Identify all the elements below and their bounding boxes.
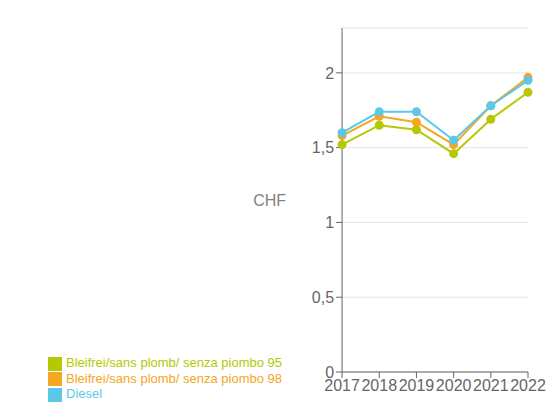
html-text:Bleifrei/sans plomb/ senza pio: Bleifrei/sans plomb/ senza piombo 95: [66, 355, 283, 371]
svg-text:2: 2: [325, 65, 334, 82]
svg-text:2020: 2020: [436, 377, 472, 394]
svg-text:2017: 2017: [324, 377, 360, 395]
svg-text:2022: 2022: [510, 377, 546, 394]
svg-text:1,5: 1,5: [312, 139, 334, 156]
svg-text:1: 1: [325, 214, 334, 231]
html-text:Bleifrei/sans plomb/ senza pio: Bleifrei/sans plomb/ senza piombo 98: [66, 370, 283, 386]
svg-text:0: 0: [325, 364, 334, 381]
html-text:Diesel: Diesel: [66, 386, 103, 402]
svg-text:2019: 2019: [399, 377, 435, 394]
svg-text:2018: 2018: [361, 377, 397, 394]
svg-text:0,5: 0,5: [312, 289, 334, 306]
svg-text:2021: 2021: [473, 377, 509, 394]
svg-text:CHF: CHF: [253, 192, 286, 209]
